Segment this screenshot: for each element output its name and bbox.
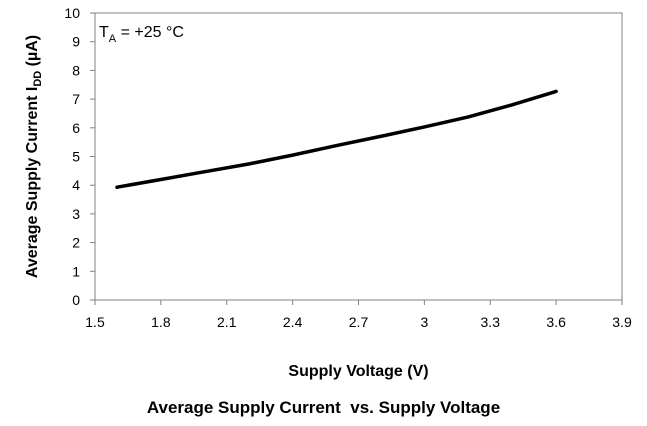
data-point bbox=[291, 153, 295, 157]
temperature-annotation: TA = +25 °C bbox=[99, 24, 184, 45]
y-tick-label: 2 bbox=[72, 235, 80, 251]
y-tick-label: 3 bbox=[72, 206, 80, 222]
x-tick-label: 2.1 bbox=[217, 314, 237, 330]
x-tick-label: 2.4 bbox=[283, 314, 303, 330]
chart-caption: Average Supply Current vs. Supply Voltag… bbox=[146, 398, 501, 417]
y-tick-label: 9 bbox=[72, 34, 80, 50]
data-point bbox=[203, 170, 207, 174]
x-tick-label: 1.8 bbox=[151, 314, 171, 330]
data-point bbox=[247, 162, 251, 166]
x-tick-label: 3.6 bbox=[546, 314, 566, 330]
y-tick-label: 0 bbox=[72, 292, 80, 308]
y-tick-label: 6 bbox=[72, 120, 80, 136]
data-point bbox=[554, 89, 558, 93]
y-tick-label: 7 bbox=[72, 91, 80, 107]
y-tick-label: 8 bbox=[72, 62, 80, 78]
y-axis-ticks: 0 1 2 3 4 5 6 7 8 9 10 bbox=[64, 5, 95, 308]
x-tick-label: 3.9 bbox=[612, 314, 632, 330]
y-axis-title: Average Supply Current IDD (µA) bbox=[24, 35, 44, 278]
x-axis-title: Supply Voltage (V) bbox=[288, 363, 428, 380]
y-tick-label: 10 bbox=[64, 5, 80, 21]
y-tick-label: 1 bbox=[72, 263, 80, 279]
x-tick-label: 3.3 bbox=[481, 314, 501, 330]
series-points bbox=[115, 89, 558, 189]
data-point bbox=[159, 177, 163, 181]
data-point bbox=[510, 103, 514, 107]
data-point bbox=[335, 144, 339, 148]
y-tick-label: 5 bbox=[72, 149, 80, 165]
x-tick-label: 1.5 bbox=[85, 314, 105, 330]
data-point bbox=[466, 115, 470, 119]
x-tick-label: 3 bbox=[420, 314, 428, 330]
x-axis-ticks: 1.5 1.8 2.1 2.4 2.7 3 3.3 3.6 3.9 bbox=[85, 300, 632, 330]
data-point bbox=[422, 125, 426, 129]
x-tick-label: 2.7 bbox=[349, 314, 369, 330]
plot-area-frame bbox=[94, 12, 623, 301]
data-point bbox=[378, 134, 382, 138]
data-point bbox=[115, 185, 119, 189]
y-tick-label: 4 bbox=[72, 177, 80, 193]
